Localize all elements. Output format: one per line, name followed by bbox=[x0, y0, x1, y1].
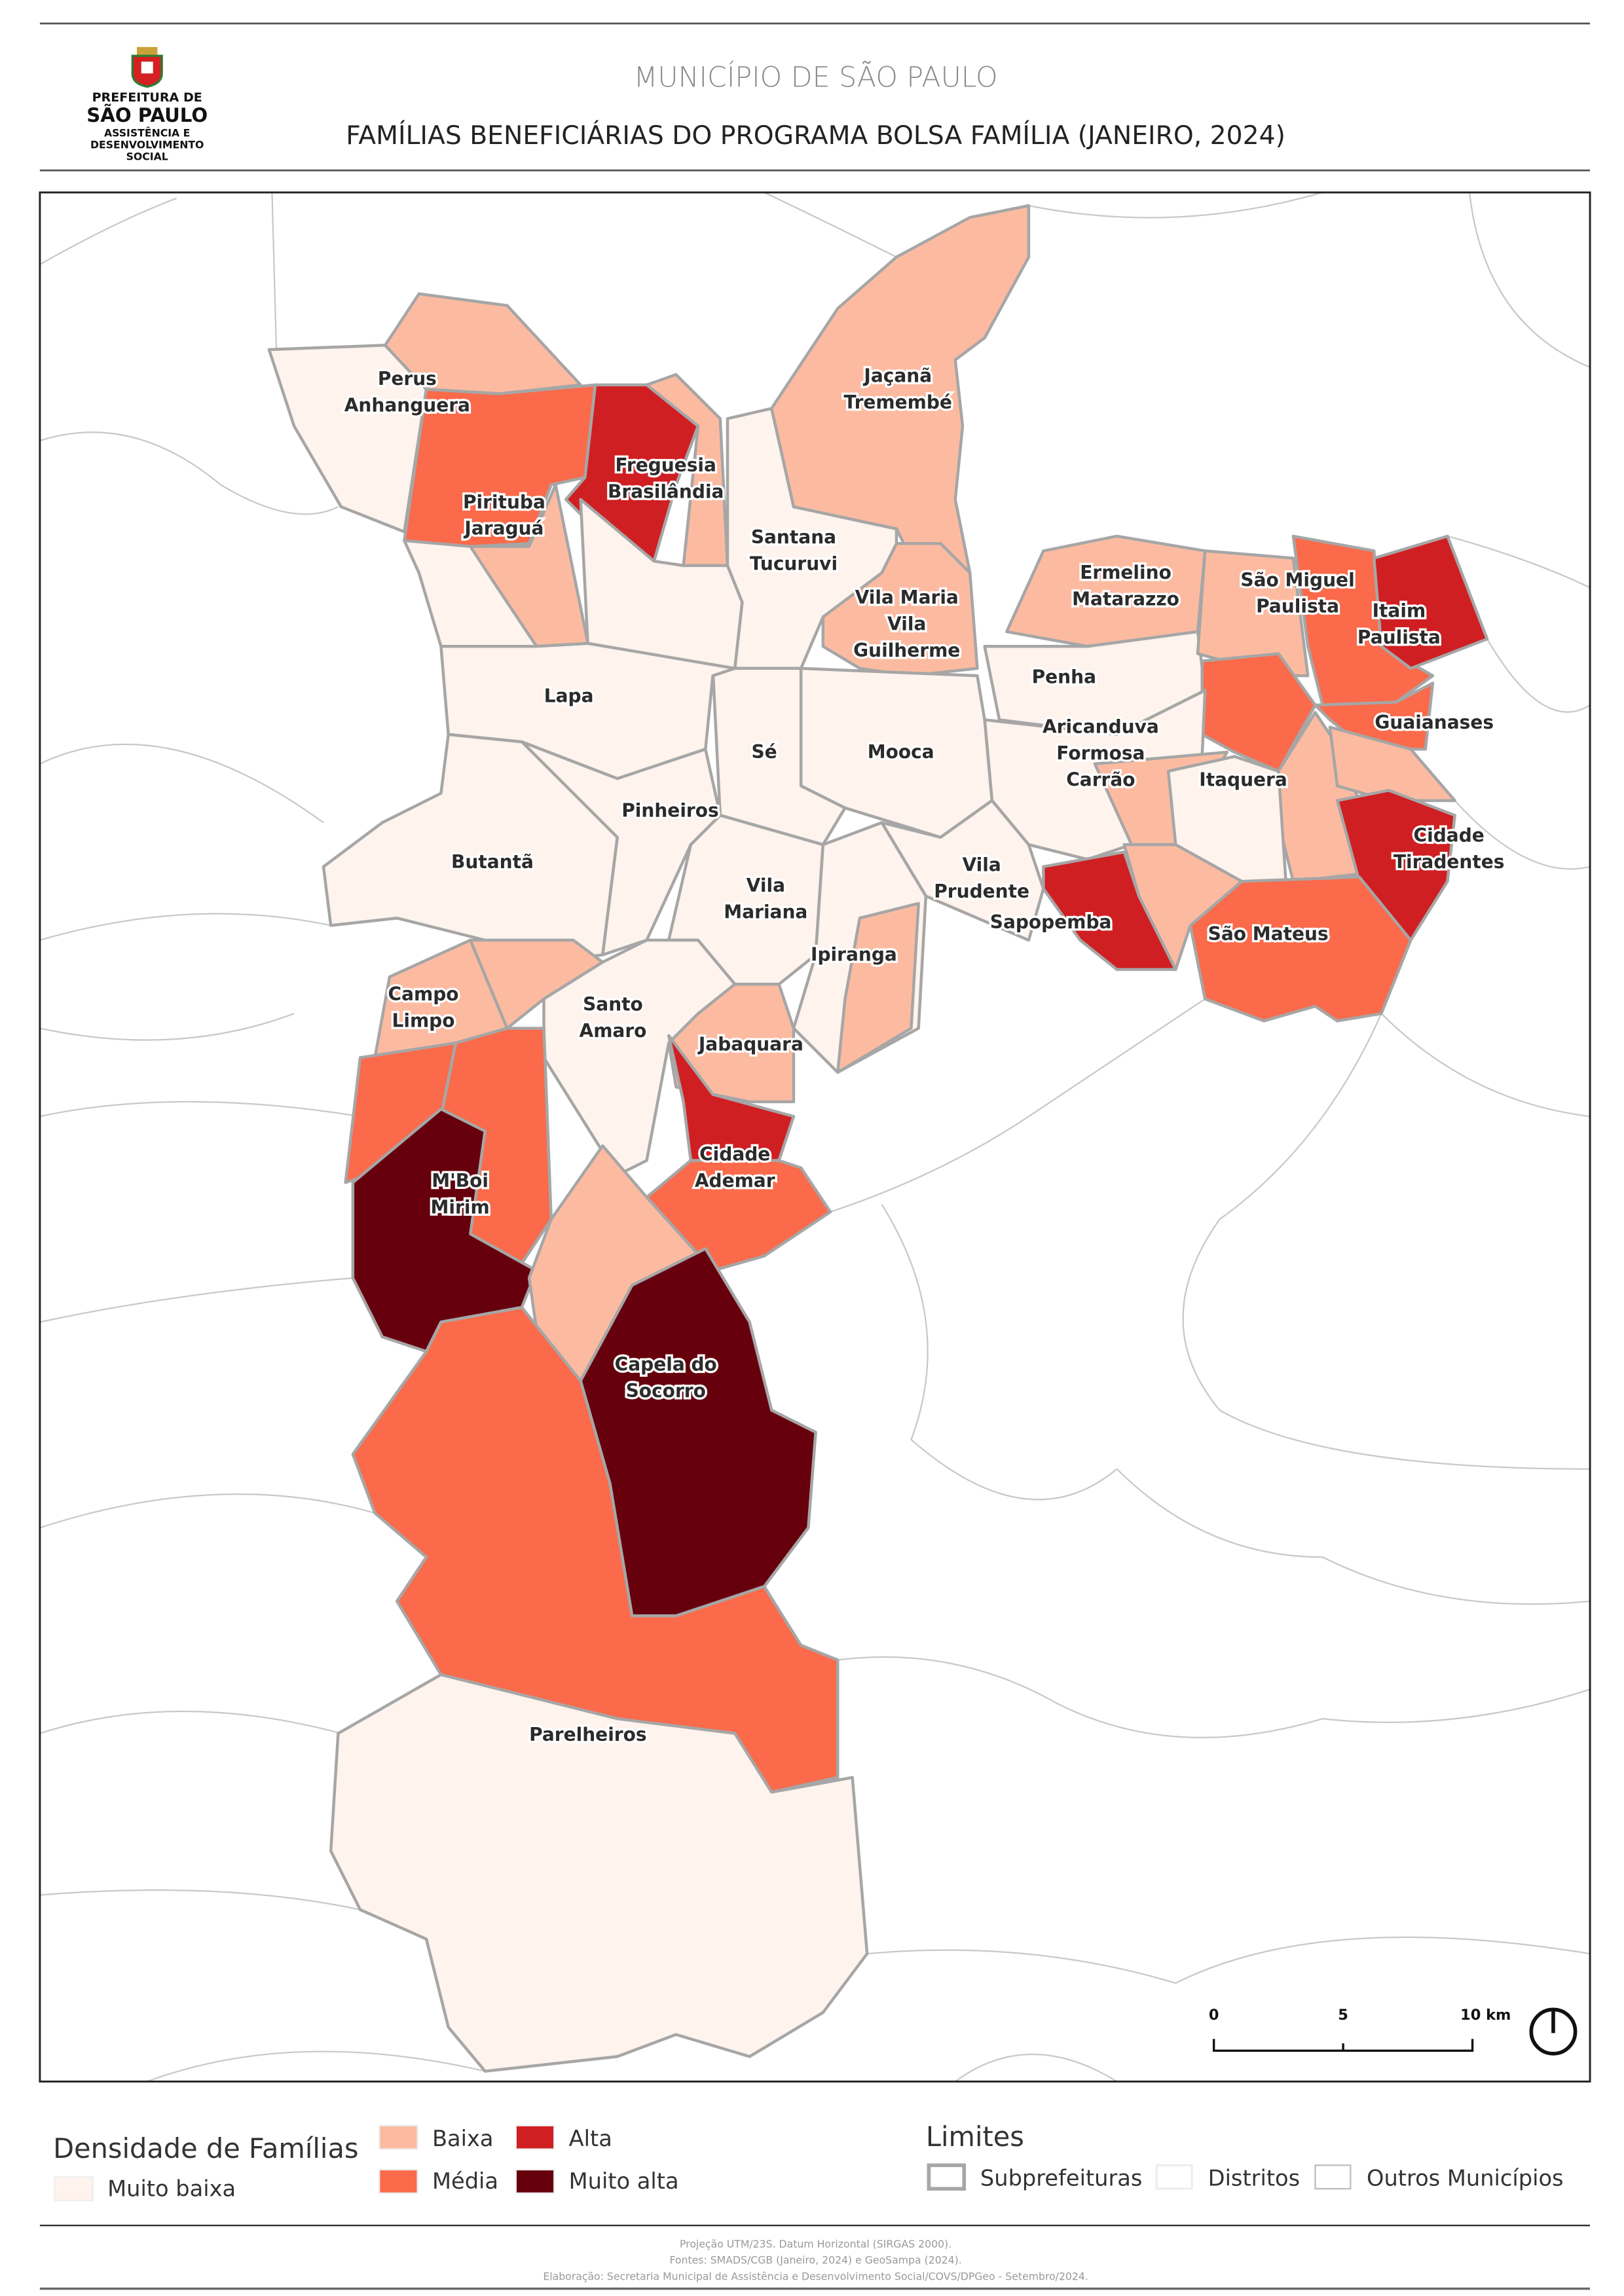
region-label: Pirituba Jaraguá bbox=[463, 491, 545, 539]
region-label: Vila Prudente bbox=[934, 854, 1029, 902]
municipality-boundary bbox=[39, 743, 331, 1041]
legend-label: Muito baixa bbox=[107, 2176, 236, 2201]
region-label: Itaim Paulista bbox=[1357, 600, 1441, 647]
municipality-boundary bbox=[39, 1101, 375, 1529]
scale-tick: 5 bbox=[1338, 2007, 1348, 2024]
legend: Densidade de Famílias Muito baixa Baixa … bbox=[53, 2121, 1563, 2201]
region-label: Sapopemba bbox=[990, 911, 1112, 933]
other-municipalities-layer bbox=[39, 192, 1591, 2082]
legend-swatch-alta bbox=[515, 2124, 555, 2150]
municipality-boundary bbox=[39, 192, 339, 515]
legend-swatch-muito-alta bbox=[515, 2168, 555, 2195]
municipality-boundary bbox=[1182, 1013, 1591, 1470]
region-label: Ermelino Matarazzo bbox=[1072, 562, 1179, 610]
limit-swatch-outros-municipios bbox=[1314, 2164, 1352, 2190]
limit-swatch-subprefeituras bbox=[927, 2163, 967, 2191]
municipality-boundary bbox=[764, 192, 1591, 368]
footer-sources: Fontes: SMADS/CGB (Janeiro, 2024) e GeoS… bbox=[669, 2254, 961, 2267]
limit-label: Outros Municípios bbox=[1367, 2166, 1564, 2191]
region-label: Itaquera bbox=[1199, 769, 1287, 790]
legend-label: Muito alta bbox=[569, 2168, 679, 2194]
region-label: Vila Maria Vila Guilherme bbox=[853, 587, 960, 661]
region-baixa[interactable] bbox=[1328, 725, 1456, 803]
legend-label: Baixa bbox=[432, 2126, 494, 2151]
region-label: Santo Amaro bbox=[580, 994, 647, 1042]
municipality-boundary bbox=[1447, 535, 1591, 870]
region-label: Lapa bbox=[544, 685, 594, 707]
scale-bar: 0 5 10 km bbox=[1209, 2007, 1511, 2052]
region-label: Freguesia Brasilândia bbox=[608, 454, 724, 502]
region-label: Mooca bbox=[868, 741, 934, 763]
region-label: Campo Limpo bbox=[388, 983, 459, 1031]
region-label: Parelheiros bbox=[529, 1724, 647, 1745]
region-label: Ipiranga bbox=[811, 943, 897, 965]
footer-projection: Projeção UTM/23S. Datum Horizontal (SIRG… bbox=[680, 2238, 951, 2250]
map-title: MUNICÍPIO DE SÃO PAULO bbox=[634, 60, 998, 94]
region-baixa[interactable] bbox=[770, 204, 1031, 575]
logo-line: PREFEITURA DE bbox=[92, 90, 202, 105]
region-label: Perus Anhanguera bbox=[344, 368, 470, 416]
footer-credits: Elaboração: Secretaria Municipal de Assi… bbox=[543, 2270, 1088, 2282]
region-label: Capela do Socorro bbox=[615, 1353, 717, 1401]
limits-title: Limites bbox=[926, 2121, 1024, 2153]
region-label: São Miguel Paulista bbox=[1240, 569, 1354, 617]
limit-label: Subprefeituras bbox=[980, 2166, 1143, 2191]
region-muito-baixa[interactable] bbox=[329, 1673, 869, 2073]
scale-tick: 0 bbox=[1209, 2007, 1219, 2024]
region-label: Jabaquara bbox=[697, 1033, 803, 1055]
logo-line: SOCIAL bbox=[126, 151, 168, 163]
region-label: Cidade Ademar bbox=[695, 1144, 775, 1192]
region-media[interactable] bbox=[1314, 682, 1435, 751]
region-alta[interactable] bbox=[1042, 850, 1177, 972]
coat-of-arms-icon bbox=[131, 46, 163, 88]
region-label: Cidade Tiradentes bbox=[1393, 825, 1505, 873]
region-label: Butantã bbox=[451, 851, 534, 873]
region-label: Aricanduva Formosa Carrão bbox=[1043, 716, 1159, 791]
region-muito-baixa[interactable] bbox=[322, 733, 619, 964]
scale-tick: 10 km bbox=[1460, 2007, 1511, 2024]
logo-line: SÃO PAULO bbox=[86, 104, 208, 126]
legend-swatch-media bbox=[378, 2168, 418, 2195]
prefeitura-logo: PREFEITURA DE SÃO PAULO ASSISTÊNCIA E DE… bbox=[86, 46, 208, 163]
region-label: Pinheiros bbox=[621, 800, 718, 822]
map-labels-layer: Perus Anhanguera Pirituba Jaraguá Freguesia B… bbox=[342, 363, 1506, 1747]
limit-swatch-distritos bbox=[1155, 2164, 1193, 2190]
region-label: M'Boi Mirim bbox=[431, 1170, 490, 1218]
region-label: Santana Tucuruvi bbox=[750, 526, 838, 574]
logo-line: DESENVOLVIMENTO bbox=[90, 139, 204, 151]
legend-label: Alta bbox=[569, 2126, 612, 2151]
municipality-boundary bbox=[838, 1656, 1591, 1984]
logo-line: ASSISTÊNCIA E bbox=[104, 127, 190, 139]
municipality-boundary bbox=[39, 1710, 486, 2082]
region-label: Jaçanã Tremembé bbox=[844, 365, 952, 412]
north-arrow-icon bbox=[1529, 2007, 1578, 2056]
region-label: Penha bbox=[1032, 666, 1096, 687]
legend-label: Média bbox=[432, 2168, 498, 2194]
limit-label: Distritos bbox=[1208, 2166, 1300, 2191]
legend-swatch-muito-baixa bbox=[54, 2176, 94, 2202]
region-baixa[interactable] bbox=[667, 983, 796, 1104]
municipality-boundary bbox=[955, 1468, 1591, 2082]
region-label: São Mateus bbox=[1208, 923, 1329, 945]
region-media[interactable] bbox=[351, 1305, 840, 1794]
map-subtitle: FAMÍLIAS BENEFICIÁRIAS DO PROGRAMA BOLSA… bbox=[346, 120, 1285, 151]
legend-swatch-baixa bbox=[378, 2124, 418, 2150]
region-muito-baixa[interactable] bbox=[880, 799, 1045, 942]
region-label: Vila Mariana bbox=[724, 875, 807, 922]
region-label: Guaianases bbox=[1375, 712, 1494, 733]
region-label: Sé bbox=[751, 741, 777, 763]
legend-title: Densidade de Famílias bbox=[53, 2132, 358, 2164]
map-frame: Perus Anhanguera Pirituba Jaraguá Freguesia B… bbox=[39, 191, 1591, 2083]
subprefeituras-layer bbox=[267, 204, 1489, 2073]
region-alta[interactable] bbox=[1372, 534, 1489, 670]
municipality-boundary bbox=[830, 998, 1206, 1501]
region-media[interactable] bbox=[1189, 875, 1412, 1023]
region-baixa[interactable] bbox=[836, 902, 920, 1074]
